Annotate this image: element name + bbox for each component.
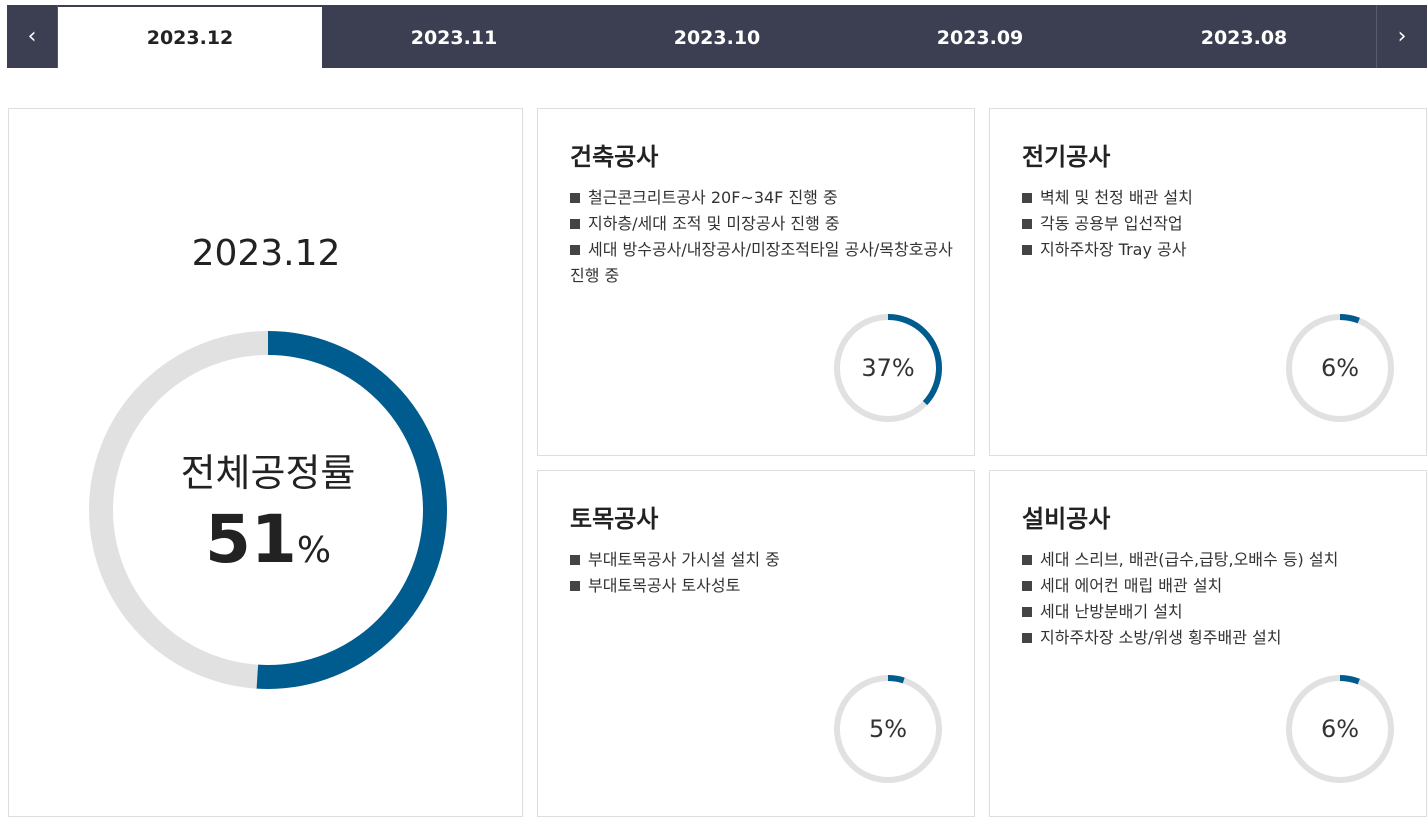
ring-fill <box>834 314 942 422</box>
list-item: 지하주차장 Tray 공사 <box>1022 237 1412 263</box>
bullet-square-icon <box>1022 633 1032 643</box>
list-item: 부대토목공사 가시설 설치 중 <box>570 547 955 573</box>
list-item: 부대토목공사 토사성토 <box>570 573 955 599</box>
progress-ring: 5% <box>833 674 943 784</box>
overall-percent: 51% <box>205 501 331 578</box>
category-card-electrical: 전기공사 벽체 및 천정 배관 설치 각동 공용부 입선작업 지하주차장 Tra… <box>989 108 1427 456</box>
bullet-square-icon <box>570 245 580 255</box>
bullet-square-icon <box>570 555 580 565</box>
category-card-mechanical: 설비공사 세대 스리브, 배관(급수,급탕,오배수 등) 설치 세대 에어컨 매… <box>989 470 1427 817</box>
list-item: 철근콘크리트공사 20F~34F 진행 중 <box>570 185 955 211</box>
list-item: 세대 방수공사/내장공사/미장조적타일 공사/목창호공사 진행 중 <box>570 240 953 285</box>
prev-arrow-icon[interactable]: ‹ <box>7 5 58 68</box>
overall-progress-card: 2023.12 전체공정률 51% <box>8 108 523 817</box>
tab-2023-12[interactable]: 2023.12 <box>58 7 322 68</box>
overall-percent-value: 51 <box>204 501 297 578</box>
card-item-list: 세대 스리브, 배관(급수,급탕,오배수 등) 설치 세대 에어컨 매립 배관 … <box>1022 547 1422 651</box>
bullet-square-icon <box>1022 193 1032 203</box>
progress-ring: 6% <box>1285 674 1395 784</box>
bullet-square-icon <box>1022 245 1032 255</box>
tab-2023-11[interactable]: 2023.11 <box>410 26 498 49</box>
bullet-square-icon <box>1022 607 1032 617</box>
tab-2023-08[interactable]: 2023.08 <box>1200 26 1288 49</box>
month-tab-bar: ‹ 2023.12 2023.11 2023.10 2023.09 2023.0… <box>7 5 1427 68</box>
bullet-square-icon <box>570 581 580 591</box>
overall-label: 전체공정률 51% <box>89 331 447 689</box>
bullet-square-icon <box>570 193 580 203</box>
progress-percent: 5% <box>868 715 908 743</box>
list-item: 세대 에어컨 매립 배관 설치 <box>1022 573 1422 599</box>
progress-percent: 6% <box>1320 354 1360 382</box>
ring-fill <box>1286 675 1394 783</box>
card-title: 전기공사 <box>1022 143 1111 171</box>
category-card-architecture: 건축공사 철근콘크리트공사 20F~34F 진행 중 지하층/세대 조적 및 미… <box>537 108 975 456</box>
overall-progress-ring <box>89 331 447 689</box>
card-item-list: 부대토목공사 가시설 설치 중 부대토목공사 토사성토 <box>570 547 955 599</box>
overall-title: 전체공정률 <box>180 451 356 495</box>
bullet-square-icon <box>570 219 580 229</box>
progress-percent: 6% <box>1320 715 1360 743</box>
ring-fill <box>834 675 942 783</box>
list-item: 세대 스리브, 배관(급수,급탕,오배수 등) 설치 <box>1022 547 1422 573</box>
tab-2023-09[interactable]: 2023.09 <box>936 26 1024 49</box>
card-title: 설비공사 <box>1022 505 1111 533</box>
list-item: 지하주차장 소방/위생 횡주배관 설치 <box>1022 625 1422 651</box>
list-item: 벽체 및 천정 배관 설치 <box>1022 185 1412 211</box>
card-title: 건축공사 <box>570 143 659 171</box>
overall-date: 2023.12 <box>191 233 341 274</box>
bullet-square-icon <box>1022 219 1032 229</box>
progress-ring: 37% <box>833 313 943 423</box>
bullet-square-icon <box>1022 555 1032 565</box>
card-item-list: 벽체 및 천정 배관 설치 각동 공용부 입선작업 지하주차장 Tray 공사 <box>1022 185 1412 263</box>
overall-ring-fill <box>89 331 447 689</box>
progress-ring: 6% <box>1285 313 1395 423</box>
next-arrow-icon[interactable]: › <box>1376 5 1427 68</box>
list-item: 각동 공용부 입선작업 <box>1022 211 1412 237</box>
card-title: 토목공사 <box>570 505 659 533</box>
list-item: 세대 난방분배기 설치 <box>1022 599 1422 625</box>
ring-fill <box>1286 314 1394 422</box>
category-card-civil: 토목공사 부대토목공사 가시설 설치 중 부대토목공사 토사성토 5% <box>537 470 975 817</box>
progress-percent: 37% <box>861 354 915 382</box>
bullet-square-icon <box>1022 581 1032 591</box>
tab-2023-10[interactable]: 2023.10 <box>673 26 761 49</box>
list-item: 지하층/세대 조적 및 미장공사 진행 중 <box>570 211 955 237</box>
overall-percent-sign: % <box>296 530 332 571</box>
card-item-list: 철근콘크리트공사 20F~34F 진행 중 지하층/세대 조적 및 미장공사 진… <box>570 185 955 289</box>
